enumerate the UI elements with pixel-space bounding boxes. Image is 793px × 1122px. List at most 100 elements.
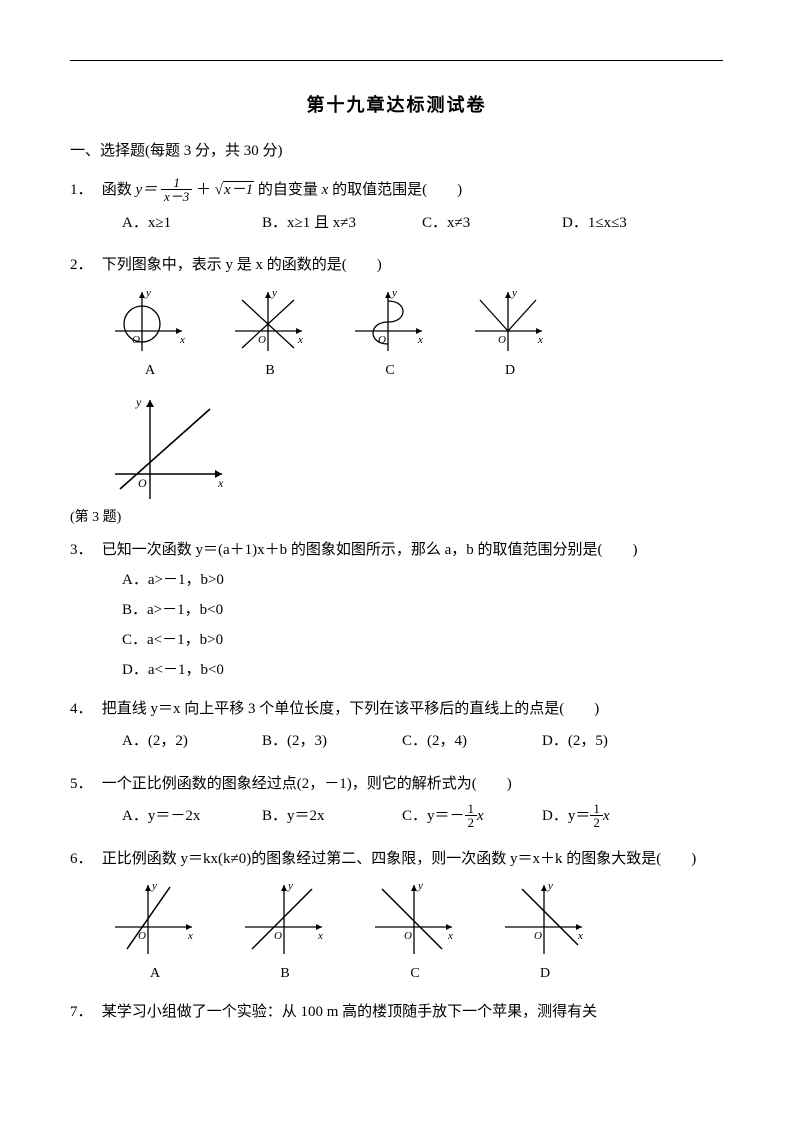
question-2: 2． 下列图象中，表示 y 是 x 的函数的是( ) x y O A (70, 251, 723, 384)
q1-opt-d: D．1≤x≤3 (562, 209, 702, 238)
q1-sqrt: √x－1 (215, 181, 254, 198)
q6-number: 6． (70, 845, 98, 874)
q2-stem: 下列图象中，表示 y 是 x 的函数的是( ) (102, 257, 382, 273)
svg-text:x: x (417, 334, 423, 346)
q1-stem-d: 的取值范围是( ) (332, 182, 462, 198)
q4-opt-d: D．(2，5) (542, 727, 682, 756)
q1-x: x (322, 182, 329, 198)
svg-text:y: y (417, 880, 423, 892)
q5-opt-d: D．y＝12x (542, 802, 682, 831)
svg-text:O: O (274, 930, 282, 942)
exam-title: 第十九章达标测试卷 (70, 91, 723, 117)
q5-d-fn: 1 (590, 802, 603, 816)
q1-frac: 1 x－3 (161, 176, 192, 203)
svg-text:y: y (391, 287, 397, 299)
q3-opt-c: C．a<－1，b>0 (122, 625, 723, 655)
q4-number: 4． (70, 695, 98, 724)
q1-options: A．x≥1 B．x≥1 且 x≠3 C．x≠3 D．1≤x≤3 (122, 209, 723, 242)
q3-options: A．a>－1，b>0 B．a>－1，b<0 C．a<－1，b>0 D．a<－1，… (122, 565, 723, 685)
svg-text:y: y (145, 287, 151, 299)
svg-text:y: y (547, 880, 553, 892)
q5-c-pre: C．y＝－ (402, 808, 465, 824)
q1-stem-c: 的自变量 (258, 182, 322, 198)
svg-text:y: y (287, 880, 293, 892)
q2-label-c: C (350, 358, 430, 385)
q5-options: A．y＝－2x B．y＝2x C．y＝－12x D．y＝12x (122, 802, 723, 835)
top-rule (70, 60, 723, 61)
q4-options: A．(2，2) B．(2，3) C．(2，4) D．(2，5) (122, 727, 723, 760)
svg-text:x: x (297, 334, 303, 346)
svg-text:y: y (511, 287, 517, 299)
q5-stem: 一个正比例函数的图象经过点(2，－1)，则它的解析式为( ) (102, 776, 512, 792)
q6-svg-b: x y O (240, 879, 330, 959)
q6-graph-d: x y O D (500, 879, 590, 988)
q7-number: 7． (70, 998, 98, 1027)
q1-sqrt-body: x－1 (223, 181, 254, 198)
svg-text:O: O (378, 334, 386, 346)
q1-opt-c: C．x≠3 (422, 209, 562, 238)
q7-stem: 某学习小组做了一个实验：从 100 m 高的楼顶随手放下一个苹果，测得有关 (102, 1004, 597, 1020)
q6-label-c: C (370, 961, 460, 988)
q1-opt-b: B．x≥1 且 x≠3 (262, 209, 422, 238)
q1-number: 1． (70, 176, 98, 205)
section-heading: 一、选择题(每题 3 分，共 30 分) (70, 139, 723, 160)
q4-stem: 把直线 y＝x 向上平移 3 个单位长度，下列在该平移后的直线上的点是( ) (102, 701, 600, 717)
page: 第十九章达标测试卷 一、选择题(每题 3 分，共 30 分) 1． 函数 y＝ … (0, 0, 793, 1122)
q6-label-d: D (500, 961, 590, 988)
svg-text:O: O (498, 334, 506, 346)
svg-text:x: x (317, 930, 323, 942)
q6-svg-d: x y O (500, 879, 590, 959)
q1-frac-num: 1 (161, 176, 192, 190)
q1-opt-a: A．x≥1 (122, 209, 262, 238)
q2-graph-row: x y O A x y O B (110, 286, 723, 385)
q5-opt-b: B．y＝2x (262, 802, 402, 831)
q6-graph-row: x y O A x y O B (110, 879, 723, 988)
q1-frac-den: x－3 (161, 190, 192, 203)
question-6: 6． 正比例函数 y＝kx(k≠0)的图象经过第二、四象限，则一次函数 y＝x＋… (70, 845, 723, 988)
svg-text:x: x (187, 930, 193, 942)
q3-opt-d: D．a<－1，b<0 (122, 655, 723, 685)
svg-text:x: x (577, 930, 583, 942)
q2-label-a: A (110, 358, 190, 385)
question-1: 1． 函数 y＝ 1 x－3 ＋ √x－1 的自变量 x 的取值范围是( ) A… (70, 176, 723, 241)
q5-opt-c: C．y＝－12x (402, 802, 542, 831)
q1-stem-a: 函数 (102, 182, 136, 198)
svg-text:y: y (151, 880, 157, 892)
q1-stem-b: ＋ (196, 182, 211, 198)
q5-c-fd: 2 (465, 816, 478, 829)
svg-text:y: y (135, 395, 142, 409)
q5-d-fd: 2 (590, 816, 603, 829)
q2-label-d: D (470, 358, 550, 385)
svg-text:x: x (537, 334, 543, 346)
q5-number: 5． (70, 770, 98, 799)
svg-text:O: O (138, 476, 147, 490)
q6-label-a: A (110, 961, 200, 988)
svg-text:O: O (534, 930, 542, 942)
q3-caption: (第 3 题) (70, 506, 723, 526)
q5-d-pre: D．y＝ (542, 808, 590, 824)
q2-number: 2． (70, 251, 98, 280)
question-3: 3． 已知一次函数 y＝(a＋1)x＋b 的图象如图所示，那么 a，b 的取值范… (70, 536, 723, 685)
q4-opt-a: A．(2，2) (122, 727, 262, 756)
q6-label-b: B (240, 961, 330, 988)
q6-graph-b: x y O B (240, 879, 330, 988)
q3-opt-b: B．a>－1，b<0 (122, 595, 723, 625)
svg-text:x: x (447, 930, 453, 942)
svg-text:O: O (404, 930, 412, 942)
q5-d-frac: 12 (590, 802, 603, 829)
q2-graph-b: x y O B (230, 286, 310, 385)
q1-yeq: y＝ (136, 182, 158, 198)
q2-graph-a: x y O A (110, 286, 190, 385)
q6-stem: 正比例函数 y＝kx(k≠0)的图象经过第二、四象限，则一次函数 y＝x＋k 的… (102, 851, 696, 867)
q2-label-b: B (230, 358, 310, 385)
q5-c-x: x (477, 808, 484, 824)
svg-text:x: x (217, 476, 224, 490)
q2-svg-b: x y O (230, 286, 310, 356)
question-4: 4． 把直线 y＝x 向上平移 3 个单位长度，下列在该平移后的直线上的点是( … (70, 695, 723, 760)
q6-graph-a: x y O A (110, 879, 200, 988)
q4-opt-c: C．(2，4) (402, 727, 542, 756)
q3-number: 3． (70, 536, 98, 565)
q6-graph-c: x y O C (370, 879, 460, 988)
q4-opt-b: B．(2，3) (262, 727, 402, 756)
q5-d-x: x (603, 808, 610, 824)
